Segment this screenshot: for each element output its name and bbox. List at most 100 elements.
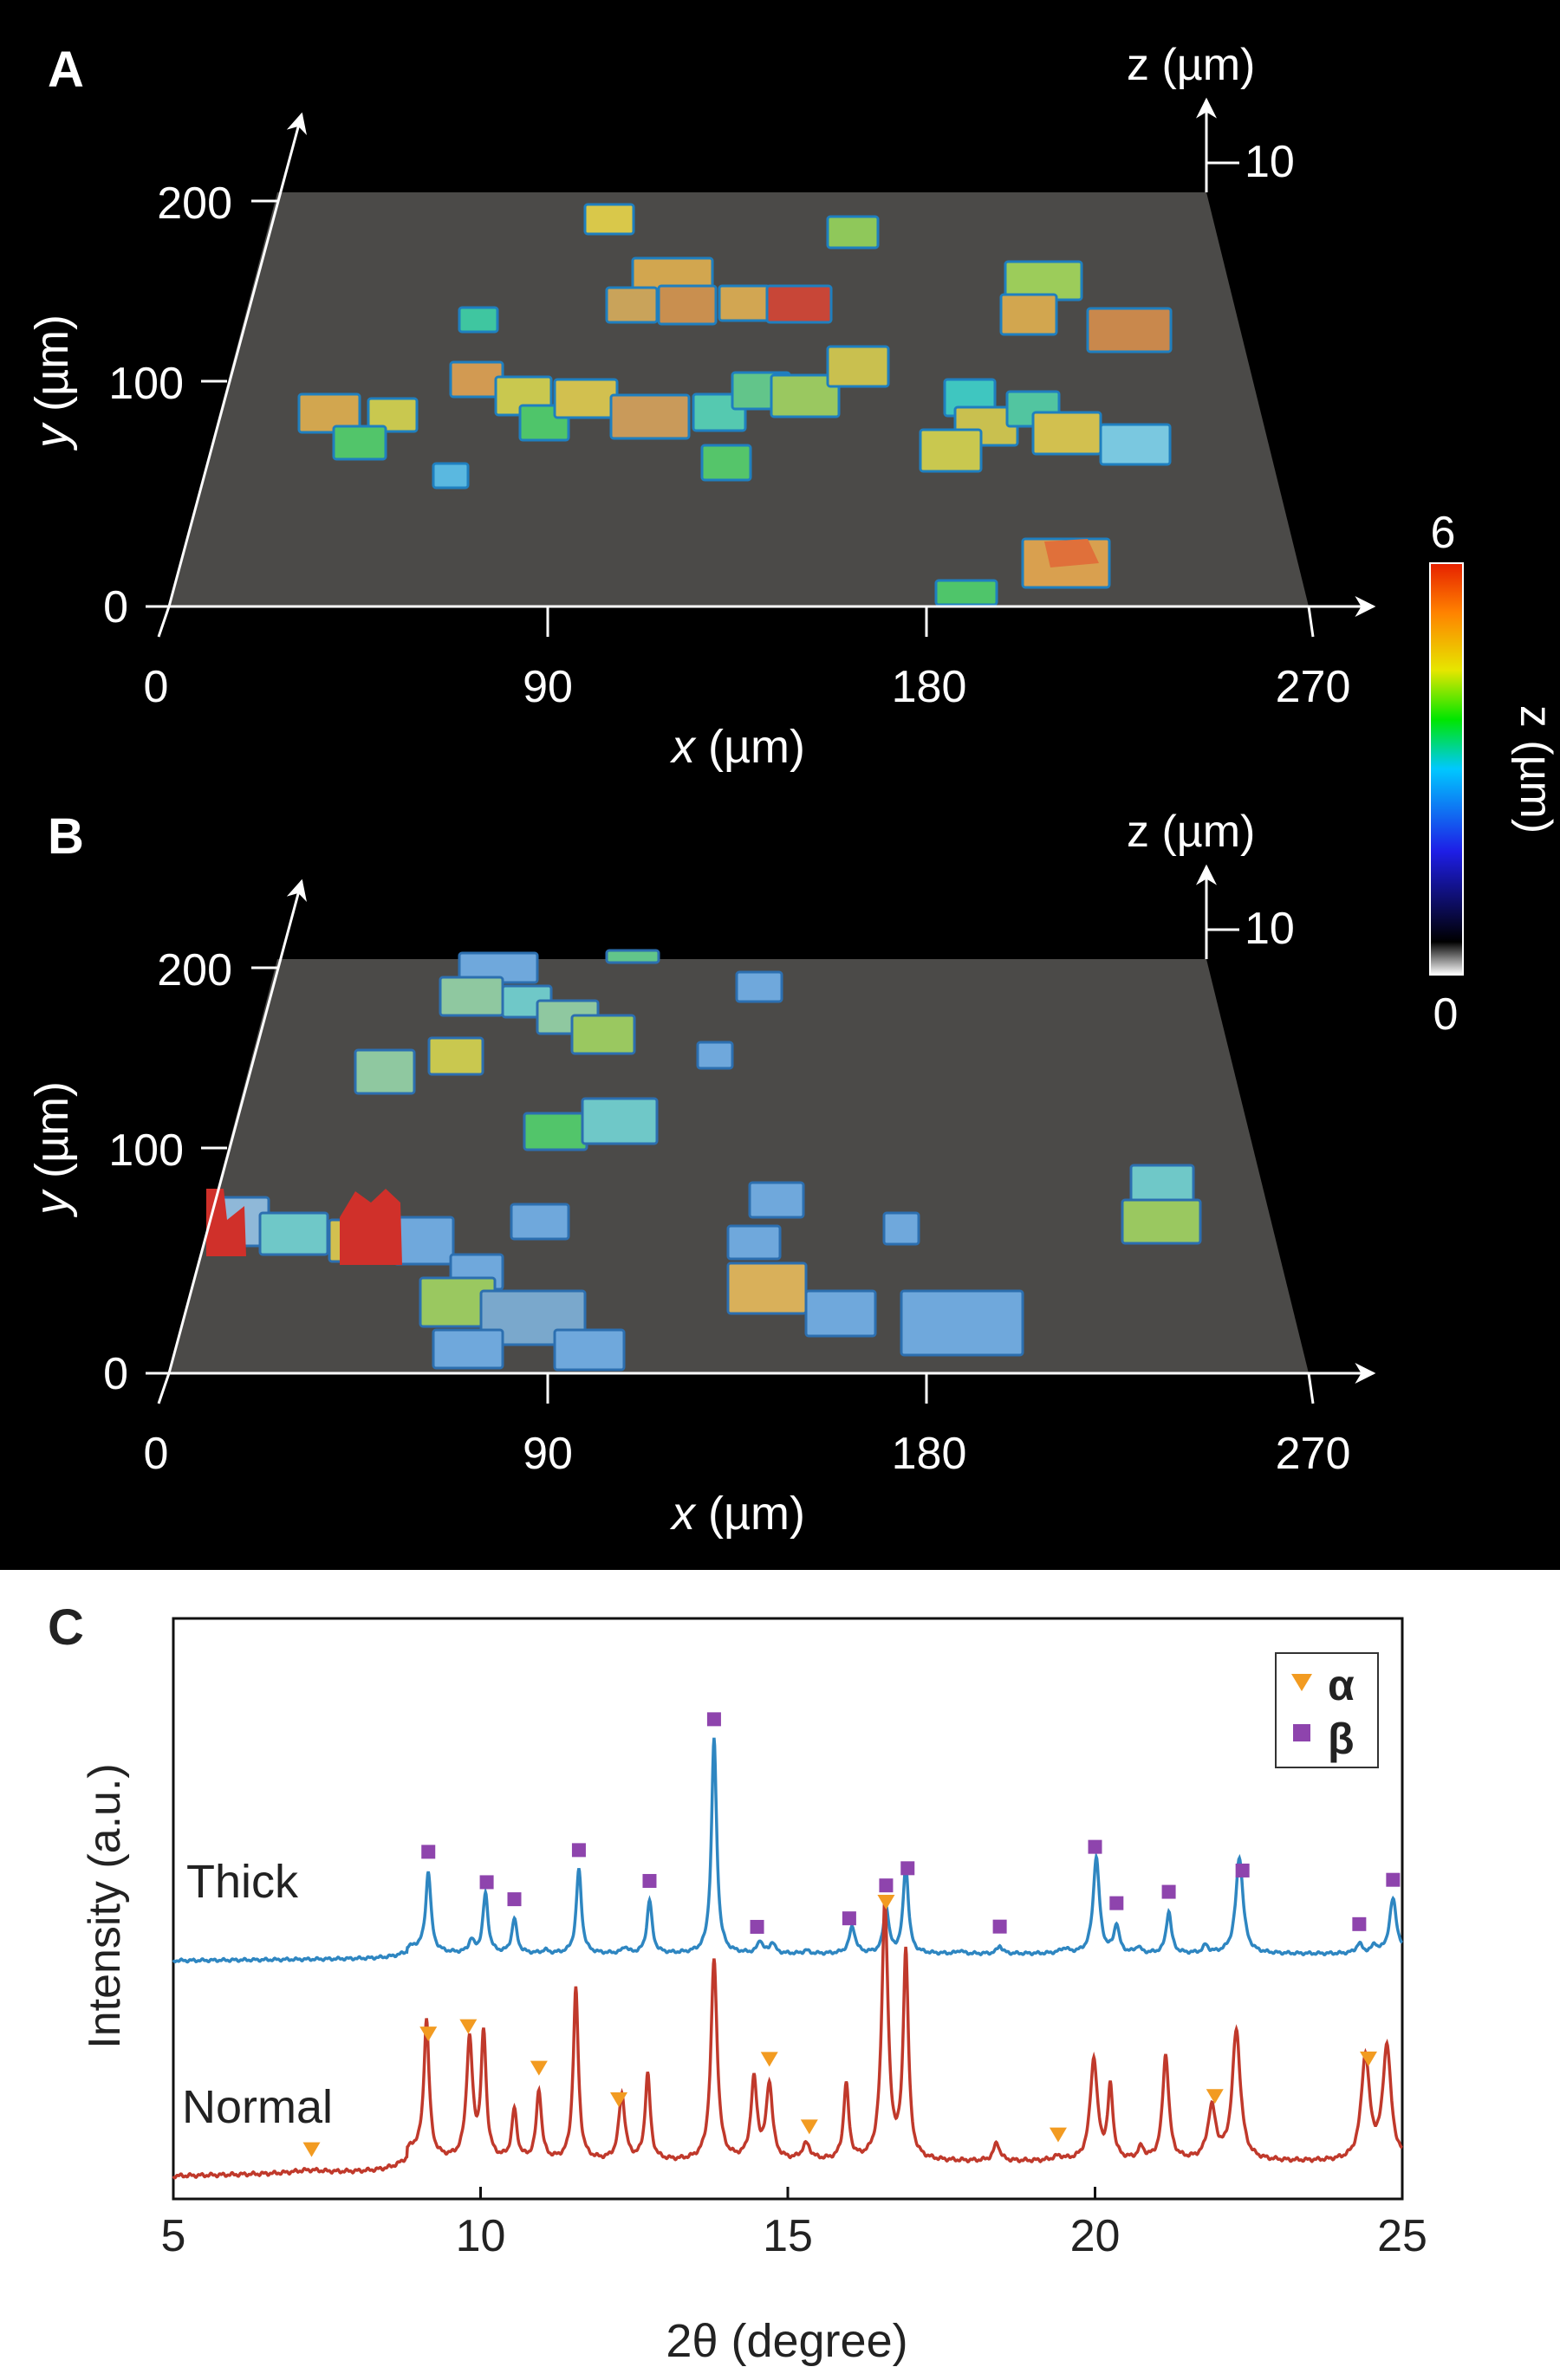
panel-a-x-tick-0: 0: [144, 662, 169, 712]
legend-alpha-marker: [1291, 1674, 1312, 1691]
x-tick-label: 5: [161, 2211, 186, 2261]
x-tick-mark: [157, 1372, 171, 1404]
crystal: [696, 1041, 734, 1070]
panel-a-y-label-unit: (µm): [26, 315, 78, 425]
alpha-peak-marker: [877, 1895, 895, 1910]
legend-alpha-label: α: [1328, 1661, 1355, 1709]
crystal: [900, 1289, 1024, 1357]
panel-b-y-tick-200: 200: [157, 945, 232, 995]
crystal: [726, 1261, 808, 1315]
crystal: [770, 373, 841, 418]
beta-peak-marker: [479, 1875, 494, 1890]
panel-b: B: [26, 807, 1376, 1540]
xrd-y-label: Intensity (a.u.): [80, 1763, 130, 2048]
beta-peak-marker: [642, 1873, 657, 1888]
panel-b-y-tick-0: 0: [103, 1349, 128, 1399]
panel-b-x-label-unit: (µm): [695, 1488, 805, 1540]
beta-peak-marker: [706, 1712, 721, 1727]
crystal: [700, 444, 752, 482]
panel-b-x-tick-marks: [157, 1372, 1315, 1404]
x-tick-label: 20: [1070, 2211, 1121, 2261]
crystal: [340, 1189, 402, 1265]
beta-peak-marker: [900, 1861, 915, 1876]
crystal: [919, 428, 983, 473]
x-tick-label: 15: [763, 2211, 813, 2261]
beta-peak-marker: [421, 1845, 436, 1859]
panel-b-y-label-unit: (µm): [26, 1081, 78, 1191]
series-label-normal: Normal: [182, 2081, 333, 2133]
panel-a-y-label: y (µm): [26, 315, 78, 451]
colorbar-gradient: [1429, 562, 1464, 976]
crystal: [735, 970, 783, 1003]
panel-a-x-label-var: x: [669, 721, 697, 773]
crystal: [826, 215, 880, 250]
crystal: [882, 1211, 920, 1246]
crystal: [258, 1211, 329, 1256]
crystal: [439, 976, 504, 1017]
panel-a: A: [26, 40, 1376, 773]
legend-beta-marker: [1293, 1724, 1310, 1741]
panel-b-y-axis: [167, 879, 307, 1374]
crystal: [523, 1112, 588, 1151]
legend-box: [1275, 1652, 1379, 1768]
panel-b-z-tick: 10: [1245, 904, 1295, 954]
crystal: [1086, 307, 1173, 353]
panel-a-y-tick-0: 0: [103, 582, 128, 632]
beta-peak-marker: [1386, 1872, 1401, 1887]
crystal: [297, 392, 361, 434]
panel-b-z-label: z (µm): [1127, 807, 1255, 857]
colorbar: 6 0 z (µm): [1429, 508, 1560, 1040]
panel-a-z-label: z (µm): [1127, 40, 1255, 90]
crystal: [826, 345, 890, 388]
crystal: [1044, 539, 1099, 567]
crystal: [605, 949, 660, 964]
xrd-x-ticks: 5 10 15 20 25: [161, 2187, 1427, 2261]
x-tick-mark: [1307, 606, 1315, 638]
crystal: [1031, 411, 1102, 456]
panel-b-crystals: [206, 949, 1202, 1372]
crystal: [332, 425, 387, 461]
series-line-normal: [172, 1897, 1403, 2180]
crystal: [427, 1036, 484, 1076]
panel-b-x-tick-270: 270: [1276, 1429, 1351, 1479]
panel-a-z-tick: 10: [1245, 137, 1295, 187]
crystal: [1099, 423, 1172, 466]
series-label-thick: Thick: [186, 1856, 299, 1908]
beta-peak-marker: [1161, 1884, 1176, 1899]
panel-a-letter: A: [48, 42, 84, 98]
panel-a-x-label: x (µm): [669, 721, 805, 773]
panel-b-y-tick-100: 100: [108, 1125, 184, 1176]
panel-a-y-tick-200: 200: [157, 178, 232, 229]
xrd-curves: [172, 1737, 1404, 2180]
crystal: [657, 284, 718, 326]
xrd-x-label: 2θ (degree): [666, 2315, 907, 2367]
panel-a-y-label-var: y: [26, 422, 78, 451]
xrd-plot-frame: [172, 1617, 1404, 2201]
crystal: [609, 393, 691, 440]
panel-b-x-tick-90: 90: [523, 1429, 573, 1479]
alpha-peak-marker: [760, 2052, 778, 2067]
x-tick-label: 10: [456, 2211, 506, 2261]
crystal: [458, 306, 499, 334]
series-line-thick: [172, 1737, 1404, 1964]
x-tick-label: 25: [1377, 2211, 1427, 2261]
beta-peak-marker: [1088, 1839, 1102, 1854]
alpha-peak-marker: [1360, 2051, 1378, 2066]
panel-b-y-label: y (µm): [26, 1081, 78, 1218]
crystal: [432, 462, 470, 490]
legend-beta-label: β: [1328, 1715, 1355, 1763]
panel-a-x-tick-180: 180: [892, 662, 967, 712]
crystal: [934, 579, 998, 606]
panel-c: C 5 10 15 20 25 Thick Normal Intensity (a.u.…: [48, 1599, 1427, 2367]
panel-a-x-tick-90: 90: [523, 662, 573, 712]
alpha-peak-marker: [1049, 2127, 1067, 2143]
crystal: [726, 1224, 782, 1261]
crystal: [354, 1048, 416, 1095]
crystal: [393, 1216, 455, 1266]
panel-a-crystals: [297, 203, 1173, 606]
crystal: [748, 1181, 805, 1219]
crystal: [553, 378, 619, 419]
beta-peak-marker: [842, 1911, 856, 1926]
crystal: [583, 203, 635, 236]
